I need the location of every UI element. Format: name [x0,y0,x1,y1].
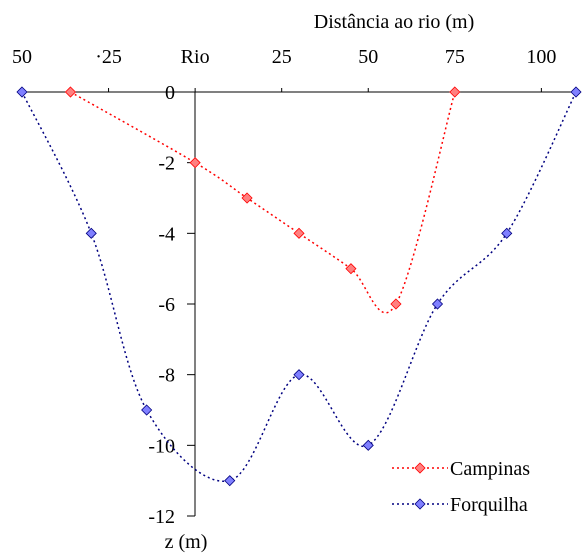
series-layer [16,86,582,487]
point-campinas [64,86,77,98]
point-campinas [189,157,201,169]
point-forquilha [362,439,374,451]
point-forquilha [501,227,513,239]
y-tick-label: 0 [165,82,175,104]
y-ticks [187,91,195,517]
x-ticks [21,88,542,92]
y-tick-label: -4 [158,223,175,245]
point-campinas [390,298,402,310]
point-forquilha [85,227,97,239]
x-tick-label: 50 [358,46,378,68]
legend-marker-forquilha [414,498,426,510]
series-line-forquilha [21,91,577,483]
point-forquilha [141,404,153,416]
point-forquilha [224,475,236,487]
point-forquilha [16,86,28,98]
point-campinas [449,86,461,98]
x-tick-labels: 50 ·25 Rio 25 50 75 100 [12,46,556,68]
legend-label-campinas: Campinas [450,458,530,480]
y-tick-label: -12 [148,506,175,528]
y-tick-label: -8 [158,365,175,387]
series-line-campinas [70,91,456,314]
point-campinas [241,192,253,204]
y-tick-label: -10 [148,435,175,457]
y-tick-label: -6 [158,294,175,316]
x-tick-label: 100 [526,46,556,68]
x-tick-label: 25 [272,46,292,68]
legend-label-forquilha: Forquilha [450,494,528,516]
x-axis-title: Distância ao rio (m) [314,11,475,33]
point-forquilha [431,298,444,310]
point-forquilha [570,86,582,98]
y-axis-title: z (m) [165,531,208,553]
x-tick-label: 50 [12,46,32,68]
point-campinas [293,227,305,239]
y-tick-labels: 0 -2 -4 -6 -8 -10 -12 [148,82,175,528]
x-tick-label: ·25 [95,46,122,68]
point-campinas [345,263,357,275]
x-tick-label: 75 [445,46,465,68]
legend-marker-campinas [414,462,426,474]
point-forquilha [293,369,305,381]
x-tick-label: Rio [181,46,210,68]
y-tick-label: -2 [158,153,175,175]
legend: Campinas Forquilha [392,458,530,516]
